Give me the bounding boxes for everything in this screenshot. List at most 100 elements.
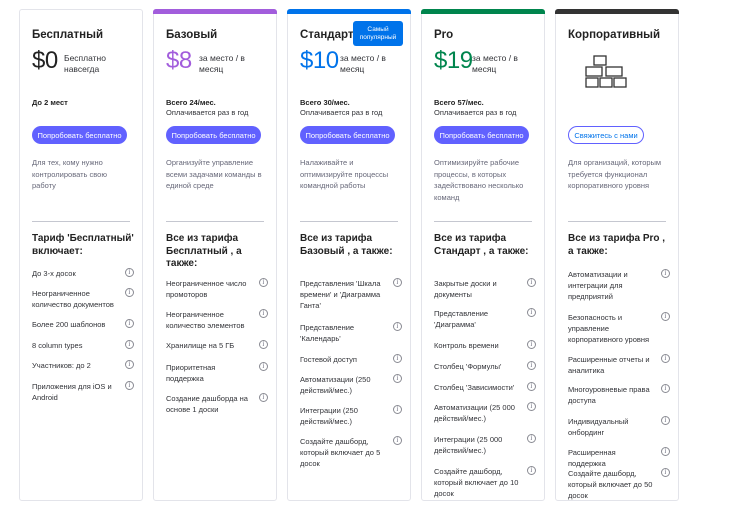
feature-item: Создание дашборда на основе 1 доски i xyxy=(166,393,268,415)
info-icon[interactable]: i xyxy=(125,381,134,390)
info-icon[interactable]: i xyxy=(527,382,536,391)
divider xyxy=(32,221,130,222)
info-icon[interactable]: i xyxy=(661,354,670,363)
divider xyxy=(300,221,398,222)
plan-subtitle: Для тех, кому нужно контролировать свою … xyxy=(32,158,107,190)
contact-us-button[interactable]: Свяжитесь с нами xyxy=(568,126,644,144)
info-icon[interactable]: i xyxy=(125,288,134,297)
feature-item: Создайте дашборд, который включает до 5 … xyxy=(300,436,402,469)
feature-item: Неограниченное количество документов i xyxy=(32,288,134,310)
info-icon[interactable]: i xyxy=(125,360,134,369)
info-icon[interactable]: i xyxy=(661,269,670,278)
info-icon[interactable]: i xyxy=(661,312,670,321)
info-icon[interactable]: i xyxy=(259,393,268,402)
price-description: за место / в месяц xyxy=(199,53,245,74)
price-description: Бесплатно навсегда xyxy=(64,53,106,74)
includes-title: Все из тарифа Pro , а также: xyxy=(568,233,666,257)
try-free-button[interactable]: Попробовать бесплатно xyxy=(166,126,261,144)
feature-item: Неограниченное количество элементов i xyxy=(166,309,268,331)
try-free-button[interactable]: Попробовать бесплатно xyxy=(434,126,529,144)
plan-color-bar xyxy=(555,9,679,14)
plan-subtitle: Оптимизируйте рабочие процессы, в которы… xyxy=(434,158,524,202)
info-icon[interactable]: i xyxy=(393,354,402,363)
price-description: за место / в месяц xyxy=(472,53,518,74)
feature-item: Создайте дашборд, который включает до 50… xyxy=(568,468,670,501)
plan-card-standard: Стандарт $10 за место / в месяц Всего 30… xyxy=(287,9,411,501)
plan-name: Pro xyxy=(434,29,454,41)
plan-price: $19 xyxy=(434,47,473,74)
try-free-button[interactable]: Попробовать бесплатно xyxy=(300,126,395,144)
info-icon[interactable]: i xyxy=(393,322,402,331)
info-icon[interactable]: i xyxy=(393,405,402,414)
plan-subtitle: Налаживайте и оптимизируйте процессы ком… xyxy=(300,158,389,190)
plan-card-basic: Базовый $8 за место / в месяц Всего 24/м… xyxy=(153,9,277,501)
plan-name: Стандарт xyxy=(300,29,354,41)
plan-name: Корпоративный xyxy=(568,29,661,41)
plan-name: Базовый xyxy=(166,29,218,41)
plan-summary: До 2 мест xyxy=(32,98,68,107)
plan-color-bar xyxy=(287,9,411,14)
info-icon[interactable]: i xyxy=(393,374,402,383)
feature-item: Представление 'Календарь' i xyxy=(300,322,402,344)
feature-item: Автоматизации и интеграции для предприят… xyxy=(568,269,670,302)
feature-item: Закрытые доски и документы i xyxy=(434,278,536,300)
feature-item: Индивидуальный онбординг i xyxy=(568,416,670,438)
plan-color-bar xyxy=(153,9,277,14)
feature-item: Гостевой доступ i xyxy=(300,354,402,365)
feature-item: Представление 'Диаграмма' i xyxy=(434,308,536,330)
info-icon[interactable]: i xyxy=(259,340,268,349)
plan-card-enterprise: Корпоративный Свяжитесь с нами Для орган… xyxy=(555,9,679,501)
info-icon[interactable]: i xyxy=(125,268,134,277)
info-icon[interactable]: i xyxy=(259,278,268,287)
info-icon[interactable]: i xyxy=(661,468,670,477)
info-icon[interactable]: i xyxy=(661,447,670,456)
blocks-icon xyxy=(585,55,627,88)
plan-summary: Всего 30/мес. Оплачивается раз в год xyxy=(300,98,383,117)
info-icon[interactable]: i xyxy=(259,309,268,318)
feature-item: Приоритетная поддержка i xyxy=(166,362,268,384)
info-icon[interactable]: i xyxy=(527,308,536,317)
feature-item: Контроль времени i xyxy=(434,340,536,351)
info-icon[interactable]: i xyxy=(527,361,536,370)
feature-item: Автоматизации (25 000 действий/мес.) i xyxy=(434,402,536,424)
feature-item: Интеграции (25 000 действий/мес.) i xyxy=(434,434,536,456)
plan-subtitle: Для организаций, которым требуется функц… xyxy=(568,158,662,190)
info-icon[interactable]: i xyxy=(661,384,670,393)
divider xyxy=(434,221,532,222)
info-icon[interactable]: i xyxy=(527,278,536,287)
try-free-button[interactable]: Попробовать бесплатно xyxy=(32,126,127,144)
plan-card-pro: Pro $19 за место / в месяц Всего 57/мес.… xyxy=(421,9,545,501)
plan-price: $0 xyxy=(32,47,58,74)
info-icon[interactable]: i xyxy=(527,434,536,443)
feature-item: Расширенная поддержка i xyxy=(568,447,670,469)
feature-item: Хранилище на 5 ГБ i xyxy=(166,340,268,351)
feature-item: До 3-х досок i xyxy=(32,268,134,279)
most-popular-badge: Самый популярный xyxy=(353,21,403,46)
feature-item: Неограниченное число промоторов i xyxy=(166,278,268,300)
feature-item: Создайте дашборд, который включает до 10… xyxy=(434,466,536,499)
info-icon[interactable]: i xyxy=(393,436,402,445)
info-icon[interactable]: i xyxy=(527,340,536,349)
info-icon[interactable]: i xyxy=(527,466,536,475)
plan-price: $8 xyxy=(166,47,192,74)
plan-summary: Всего 57/мес. Оплачивается раз в год xyxy=(434,98,517,117)
includes-title: Все из тарифа Базовый , а также: xyxy=(300,233,393,257)
info-icon[interactable]: i xyxy=(259,362,268,371)
info-icon[interactable]: i xyxy=(125,340,134,349)
info-icon[interactable]: i xyxy=(125,319,134,328)
plan-color-bar xyxy=(421,9,545,14)
feature-item: Более 200 шаблонов i xyxy=(32,319,134,330)
feature-item: Интеграции (250 действий/мес.) i xyxy=(300,405,402,427)
feature-item: Приложения для iOS и Android i xyxy=(32,381,134,403)
feature-item: Многоуровневые права доступа i xyxy=(568,384,670,406)
plan-name: Бесплатный xyxy=(32,29,104,41)
includes-title: Тариф 'Бесплатный' включает: xyxy=(32,233,134,257)
info-icon[interactable]: i xyxy=(661,416,670,425)
info-icon[interactable]: i xyxy=(393,278,402,287)
info-icon[interactable]: i xyxy=(527,402,536,411)
feature-item: Расширенные отчеты и аналитика i xyxy=(568,354,670,376)
price-description: за место / в месяц xyxy=(340,53,386,74)
feature-item: Безопасность и управление корпоративного… xyxy=(568,312,670,345)
feature-item: 8 column types i xyxy=(32,340,134,351)
